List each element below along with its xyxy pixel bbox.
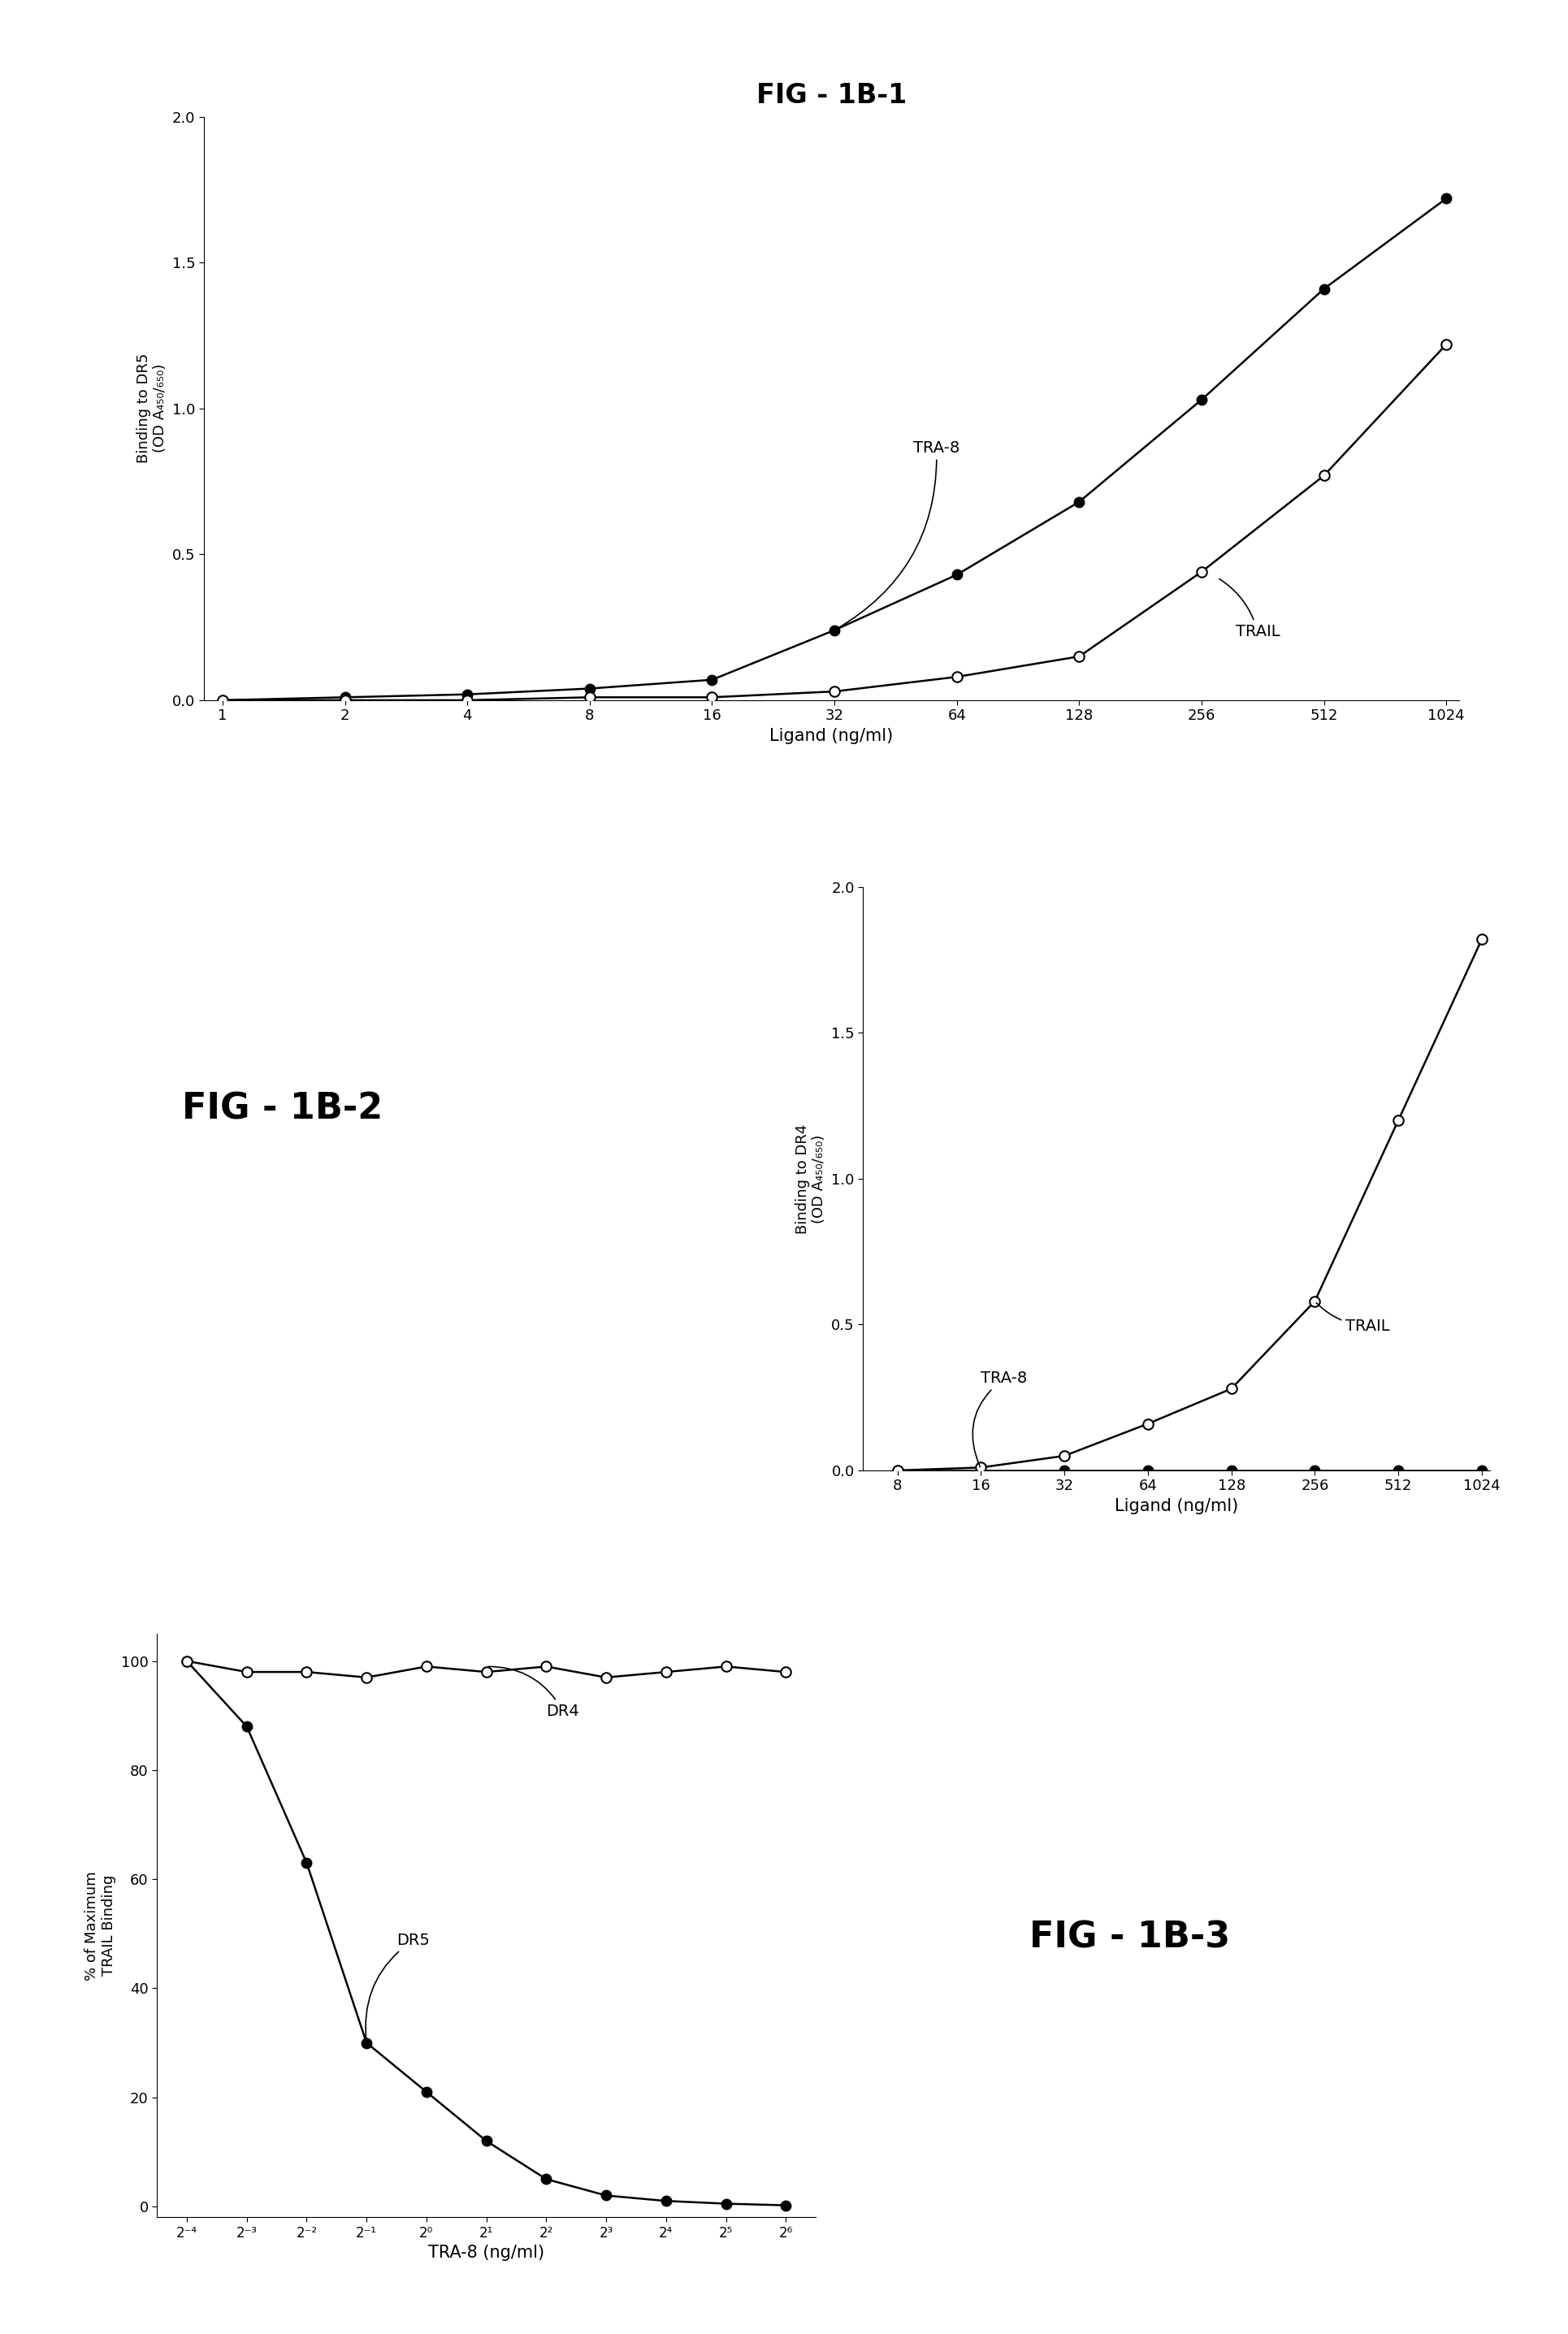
Text: DR4: DR4 <box>488 1666 579 1718</box>
Y-axis label: Binding to DR5
(OD A₄₅₀/₆₅₀): Binding to DR5 (OD A₄₅₀/₆₅₀) <box>136 352 168 464</box>
Y-axis label: Binding to DR4
(OD A₄₅₀/₆₅₀): Binding to DR4 (OD A₄₅₀/₆₅₀) <box>795 1123 826 1235</box>
Text: TRAIL: TRAIL <box>1316 1302 1389 1333</box>
Text: TRAIL: TRAIL <box>1218 579 1279 640</box>
Y-axis label: % of Maximum
TRAIL Binding: % of Maximum TRAIL Binding <box>85 1872 116 1979</box>
Text: DR5: DR5 <box>365 1933 430 2040</box>
Text: TRA-8: TRA-8 <box>836 441 960 630</box>
X-axis label: Ligand (ng/ml): Ligand (ng/ml) <box>1115 1498 1237 1515</box>
Text: FIG - 1B-2: FIG - 1B-2 <box>182 1092 383 1125</box>
Title: FIG - 1B-1: FIG - 1B-1 <box>756 82 906 110</box>
Text: TRA-8: TRA-8 <box>972 1370 1027 1466</box>
X-axis label: TRA-8 (ng/ml): TRA-8 (ng/ml) <box>428 2245 544 2262</box>
Text: FIG - 1B-3: FIG - 1B-3 <box>1029 1921 1229 1954</box>
X-axis label: Ligand (ng/ml): Ligand (ng/ml) <box>770 728 892 745</box>
